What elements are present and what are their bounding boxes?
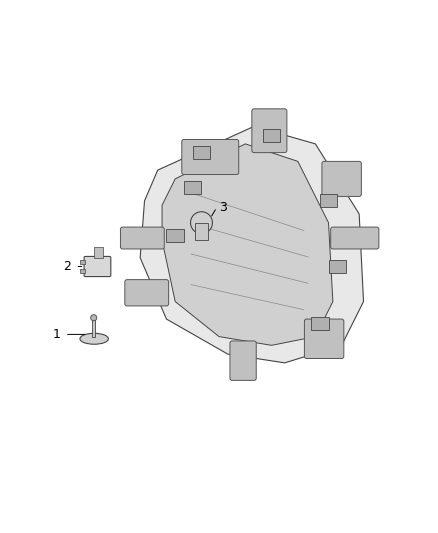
Text: 2: 2 — [63, 260, 71, 273]
FancyBboxPatch shape — [230, 341, 256, 381]
Bar — [80, 260, 85, 264]
Circle shape — [191, 212, 212, 233]
FancyBboxPatch shape — [252, 109, 287, 152]
Text: 1: 1 — [53, 328, 60, 341]
Bar — [320, 194, 337, 207]
FancyBboxPatch shape — [84, 256, 111, 277]
Bar — [328, 260, 346, 273]
FancyBboxPatch shape — [331, 227, 379, 249]
Bar — [94, 247, 103, 258]
Text: 3: 3 — [219, 201, 227, 214]
Polygon shape — [162, 144, 333, 345]
Bar — [92, 319, 95, 336]
FancyBboxPatch shape — [182, 140, 239, 174]
Ellipse shape — [80, 333, 109, 344]
Circle shape — [91, 314, 97, 321]
Bar — [195, 223, 208, 240]
Bar — [80, 269, 85, 273]
Bar — [166, 229, 184, 243]
Bar — [311, 317, 328, 330]
FancyBboxPatch shape — [304, 319, 344, 359]
Bar — [263, 128, 280, 142]
FancyBboxPatch shape — [125, 280, 169, 306]
FancyBboxPatch shape — [120, 227, 164, 249]
FancyBboxPatch shape — [322, 161, 361, 197]
Bar — [184, 181, 201, 194]
Bar — [193, 146, 210, 159]
Polygon shape — [140, 126, 364, 363]
